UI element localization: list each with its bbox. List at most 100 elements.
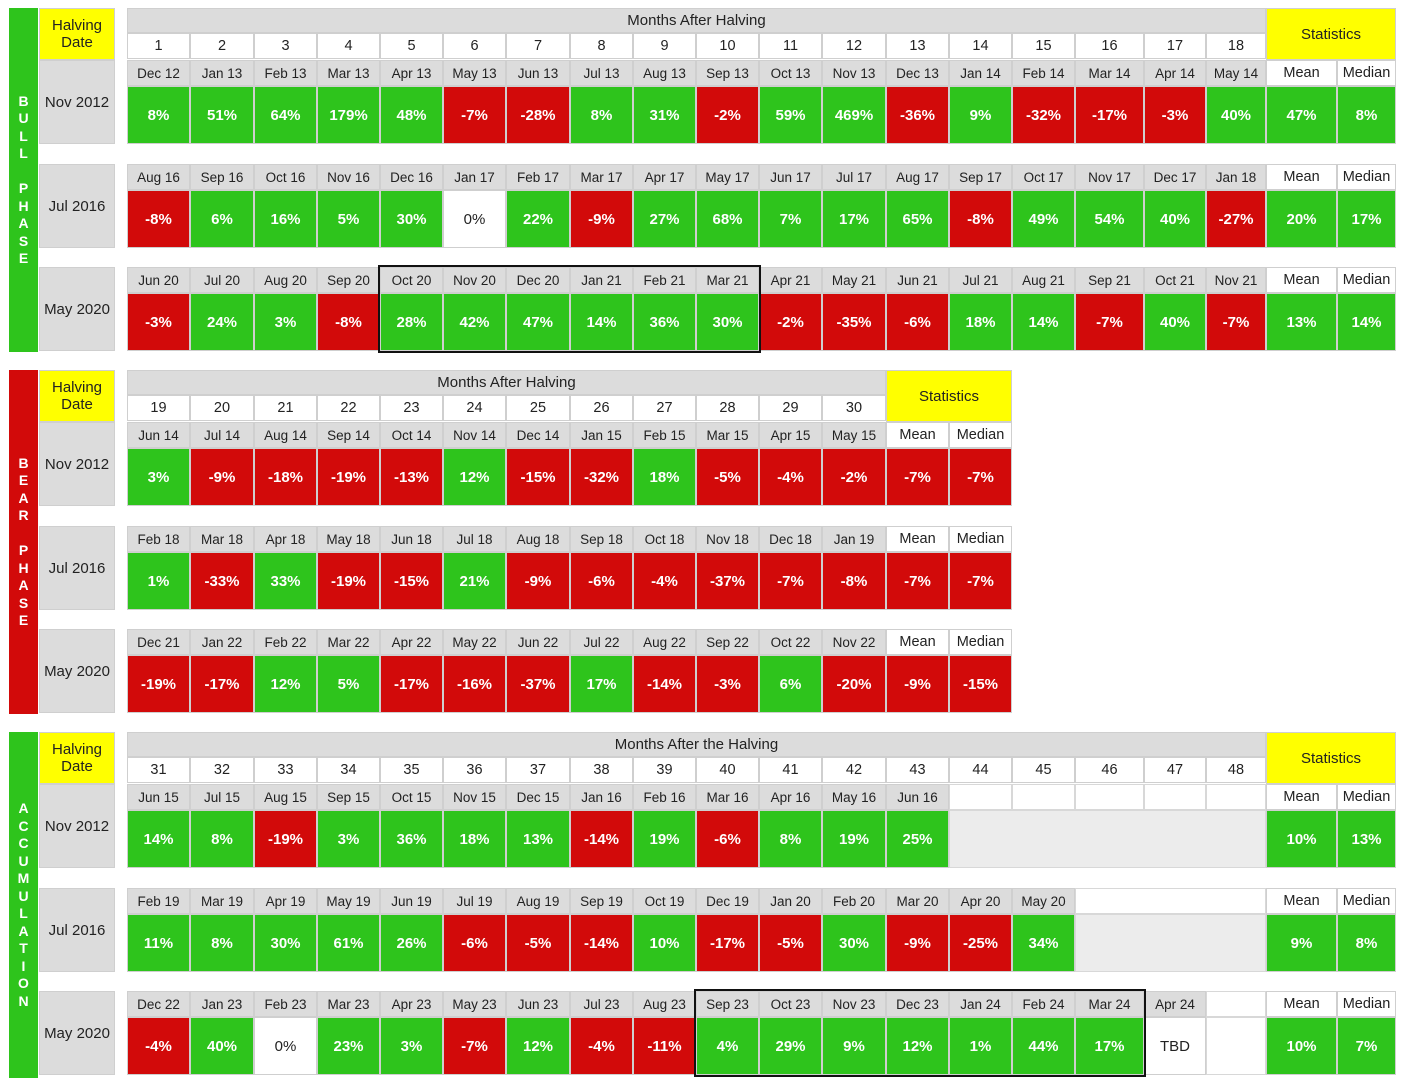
return-cell: 6% <box>759 655 822 713</box>
median-value: 13% <box>1337 810 1396 868</box>
month-label: Oct 18 <box>633 526 696 552</box>
month-label: Dec 14 <box>506 422 570 448</box>
month-number: 37 <box>506 757 570 783</box>
month-label: Dec 22 <box>127 991 190 1017</box>
month-number: 9 <box>633 33 696 59</box>
month-label: Mar 15 <box>696 422 759 448</box>
return-cell: -15% <box>506 448 570 506</box>
return-cell: -8% <box>127 190 190 248</box>
month-label: Jul 21 <box>949 267 1012 293</box>
return-cell: -19% <box>317 448 380 506</box>
return-cell: -17% <box>696 914 759 972</box>
return-cell: -37% <box>696 552 759 610</box>
return-cell: 10% <box>633 914 696 972</box>
return-cell: 40% <box>1206 86 1266 144</box>
month-label: May 14 <box>1206 60 1266 86</box>
month-label: Apr 24 <box>1144 991 1206 1017</box>
month-label: Dec 21 <box>127 629 190 655</box>
month-number: 19 <box>127 395 190 421</box>
return-cell: -16% <box>443 655 506 713</box>
month-label: Mar 24 <box>1075 991 1144 1017</box>
halving-date-label: Jul 2016 <box>39 526 115 610</box>
month-number: 14 <box>949 33 1012 59</box>
return-cell: -18% <box>254 448 317 506</box>
month-label: Jan 13 <box>190 60 254 86</box>
return-cell: 61% <box>317 914 380 972</box>
month-label: Jul 20 <box>190 267 254 293</box>
empty-return-area <box>949 810 1266 868</box>
return-cell: -20% <box>822 655 886 713</box>
months-title: Months After Halving <box>127 370 886 395</box>
return-cell: 14% <box>570 293 633 351</box>
empty-month-label <box>1075 888 1266 914</box>
return-cell: -28% <box>506 86 570 144</box>
month-number: 35 <box>380 757 443 783</box>
median-value: 14% <box>1337 293 1396 351</box>
month-label: Sep 18 <box>570 526 633 552</box>
month-label: Sep 22 <box>696 629 759 655</box>
return-cell: 12% <box>886 1017 949 1075</box>
median-label: Median <box>1337 164 1396 190</box>
return-cell: 30% <box>822 914 886 972</box>
return-cell: 12% <box>254 655 317 713</box>
month-label: May 23 <box>443 991 506 1017</box>
return-cell: 4% <box>696 1017 759 1075</box>
month-label: May 17 <box>696 164 759 190</box>
return-cell: 17% <box>570 655 633 713</box>
month-label: Feb 24 <box>1012 991 1075 1017</box>
return-cell: -6% <box>696 810 759 868</box>
month-label: Mar 16 <box>696 784 759 810</box>
return-cell: 36% <box>633 293 696 351</box>
month-label: Aug 14 <box>254 422 317 448</box>
month-label: Feb 15 <box>633 422 696 448</box>
return-cell: 0% <box>254 1017 317 1075</box>
return-cell: -9% <box>190 448 254 506</box>
return-cell: -25% <box>949 914 1012 972</box>
return-cell: -8% <box>949 190 1012 248</box>
return-cell: 22% <box>506 190 570 248</box>
empty-month-label <box>1206 784 1266 810</box>
month-label: Sep 19 <box>570 888 633 914</box>
month-label: Jul 22 <box>570 629 633 655</box>
return-cell: -15% <box>380 552 443 610</box>
month-label: Feb 13 <box>254 60 317 86</box>
return-cell: -27% <box>1206 190 1266 248</box>
return-cell: 12% <box>443 448 506 506</box>
month-label: Jun 19 <box>380 888 443 914</box>
return-cell: 16% <box>254 190 317 248</box>
median-value: 7% <box>1337 1017 1396 1075</box>
median-value: -7% <box>949 448 1012 506</box>
return-cell: 68% <box>696 190 759 248</box>
return-cell: -3% <box>1144 86 1206 144</box>
return-cell: -11% <box>633 1017 696 1075</box>
month-label: Sep 17 <box>949 164 1012 190</box>
month-label: Jun 18 <box>380 526 443 552</box>
month-label: Mar 22 <box>317 629 380 655</box>
return-cell: -32% <box>570 448 633 506</box>
halving-date-header: Halving Date <box>39 370 115 422</box>
return-cell: 7% <box>759 190 822 248</box>
month-label: Feb 17 <box>506 164 570 190</box>
median-label: Median <box>1337 60 1396 86</box>
month-label: Oct 19 <box>633 888 696 914</box>
month-label: Aug 18 <box>506 526 570 552</box>
return-cell: 42% <box>443 293 506 351</box>
return-cell: -19% <box>254 810 317 868</box>
return-cell: -8% <box>317 293 380 351</box>
median-label: Median <box>1337 991 1396 1017</box>
median-label: Median <box>1337 784 1396 810</box>
median-value: 17% <box>1337 190 1396 248</box>
return-cell: -5% <box>696 448 759 506</box>
month-label: Apr 23 <box>380 991 443 1017</box>
month-label: Feb 23 <box>254 991 317 1017</box>
statistics-header: Statistics <box>1266 8 1396 60</box>
return-cell: 51% <box>190 86 254 144</box>
return-cell: 47% <box>506 293 570 351</box>
return-cell: 9% <box>949 86 1012 144</box>
month-number: 16 <box>1075 33 1144 59</box>
month-label: Aug 19 <box>506 888 570 914</box>
return-cell: 179% <box>317 86 380 144</box>
month-label: Jun 14 <box>127 422 190 448</box>
return-cell: 5% <box>317 655 380 713</box>
return-cell: 18% <box>949 293 1012 351</box>
